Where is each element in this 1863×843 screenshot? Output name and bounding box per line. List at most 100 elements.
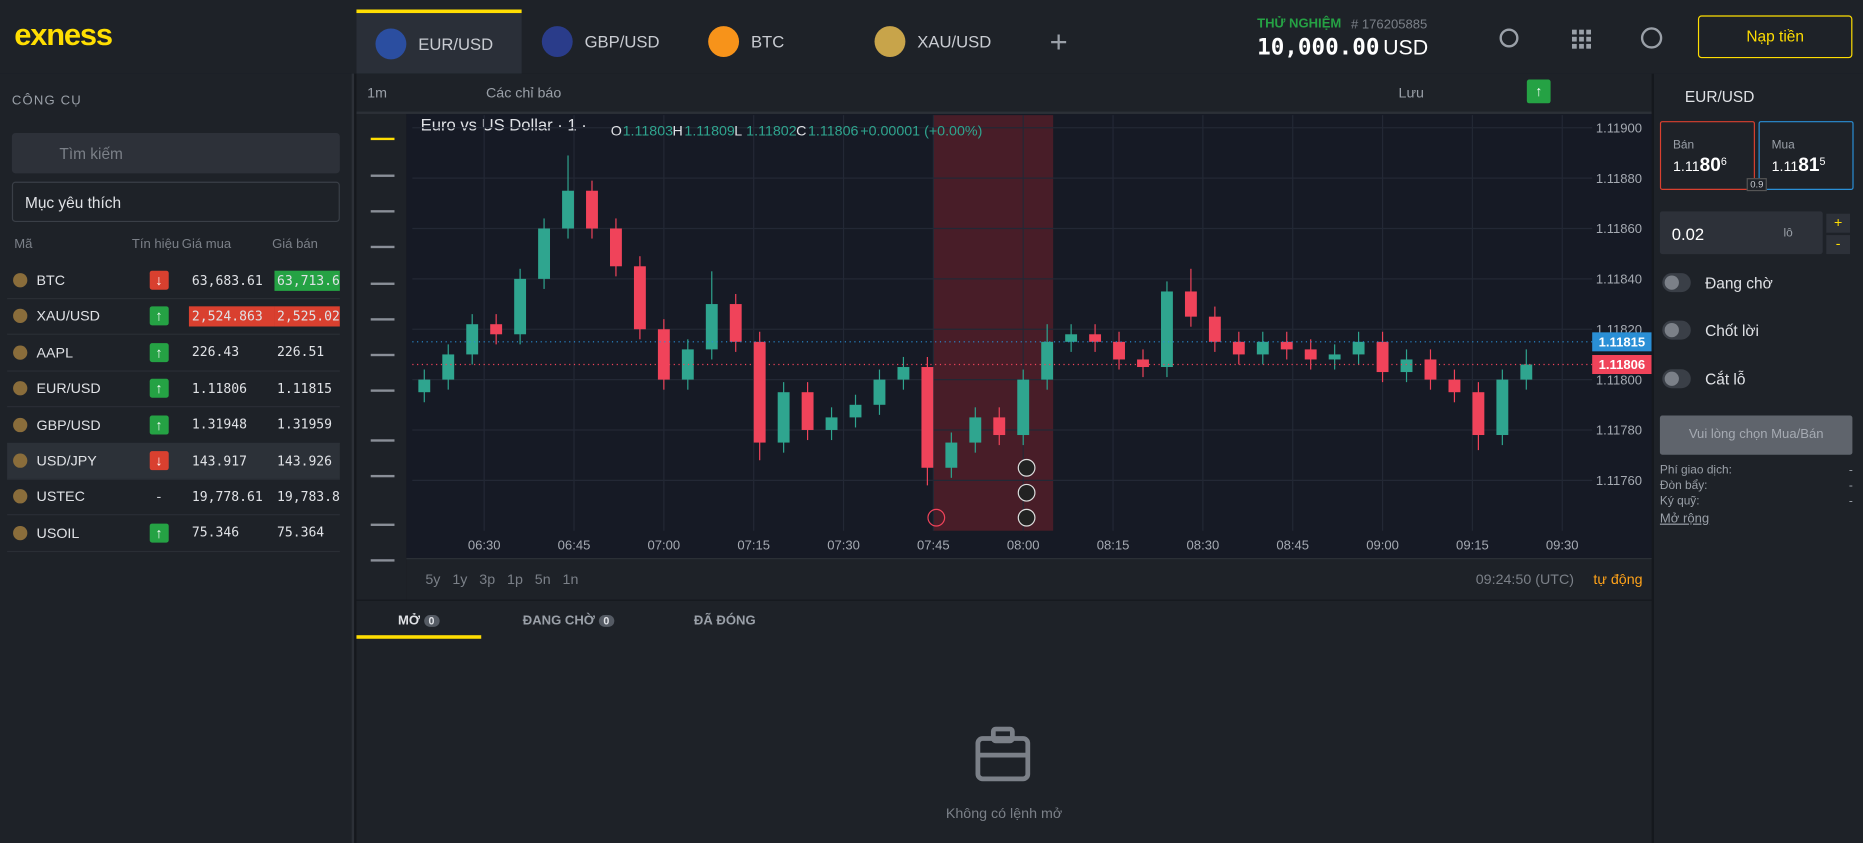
- tool-icon[interactable]: [370, 245, 395, 249]
- instrument-row[interactable]: USD/JPY ↓ 143.917 143.926: [7, 442, 340, 480]
- range-button[interactable]: 3p: [479, 571, 496, 588]
- profile-icon[interactable]: [1640, 27, 1663, 49]
- tool-icon[interactable]: [370, 439, 395, 442]
- info-label: Phí giao dịch:: [1659, 464, 1732, 478]
- list-select[interactable]: Mục yêu thích: [11, 181, 340, 223]
- search-box[interactable]: Tìm kiếm: [11, 132, 340, 174]
- candle-body: [1017, 379, 1030, 436]
- tool-icon[interactable]: [370, 353, 395, 357]
- tool-icon[interactable]: [370, 318, 395, 321]
- candle-body: [538, 228, 551, 279]
- change: +0.00001 (+0.00%): [860, 123, 982, 139]
- y-tick-label: 1.11780: [1596, 423, 1642, 438]
- buy-button[interactable]: Mua 1.11815: [1758, 121, 1854, 190]
- tool-icon[interactable]: [370, 210, 395, 213]
- sell-label: Bán: [1672, 138, 1695, 152]
- symbol-tab[interactable]: GBP/USD: [522, 9, 688, 74]
- event-icon: [927, 508, 946, 527]
- ask: 2,525.023: [274, 306, 340, 327]
- instrument-row[interactable]: USTEC - 19,778.61 19,783.87: [7, 479, 340, 516]
- ask: 19,783.87: [276, 489, 340, 505]
- tool-icon[interactable]: [370, 523, 395, 526]
- x-tick-label: 09:15: [1456, 538, 1489, 553]
- add-tab[interactable]: +: [1024, 9, 1094, 74]
- symbol: BTC: [36, 271, 66, 289]
- toggle-row[interactable]: Chốt lời: [1662, 320, 1759, 340]
- ohlc-value: 1.11806: [808, 123, 859, 139]
- range-button[interactable]: 1n: [562, 571, 579, 588]
- ask: 75.364: [276, 525, 325, 541]
- interval[interactable]: 1m: [367, 84, 387, 101]
- instrument-row[interactable]: BTC ↓ 63,683.61 63,713.60: [7, 262, 340, 300]
- place-order-button[interactable]: Vui lòng chọn Mua/Bán: [1659, 415, 1853, 455]
- candle-body: [633, 266, 646, 330]
- list-name: Mục yêu thích: [24, 193, 122, 212]
- candle-body: [849, 404, 862, 418]
- orders-tab[interactable]: MỞ 0: [398, 613, 440, 629]
- alarm-icon[interactable]: [1499, 28, 1519, 48]
- instrument-row[interactable]: USOIL ↑ 75.346 75.364: [7, 515, 340, 552]
- instrument-row[interactable]: GBP/USD ↑ 1.31948 1.31959: [7, 407, 340, 444]
- tool-icon[interactable]: [370, 137, 395, 141]
- range-button[interactable]: 1y: [452, 571, 468, 588]
- ask: 226.51: [276, 344, 325, 361]
- instrument-icon: [13, 345, 28, 360]
- range-button[interactable]: 5y: [425, 571, 441, 588]
- tool-icon[interactable]: [370, 559, 395, 562]
- save-button[interactable]: Lưu: [1398, 84, 1424, 101]
- currency[interactable]: USD: [1383, 35, 1429, 60]
- spread: 0.9: [1746, 178, 1768, 192]
- tool-icon[interactable]: [370, 282, 395, 285]
- tab-label: MỞ: [398, 613, 421, 629]
- instrument-row[interactable]: EUR/USD ↑ 1.11806 1.11815: [7, 371, 340, 408]
- symbol-tab[interactable]: EUR/USD: [356, 9, 522, 74]
- order-symbol: EUR/USD: [1684, 87, 1755, 106]
- y-tick-label: 1.11840: [1596, 272, 1642, 287]
- toggle-row[interactable]: Cắt lỗ: [1662, 369, 1745, 389]
- y-tick-label: 1.11800: [1596, 372, 1642, 387]
- logo[interactable]: exness: [14, 16, 113, 53]
- volume-input[interactable]: 0.02 lô: [1659, 211, 1823, 255]
- volume-plus[interactable]: +: [1826, 213, 1851, 233]
- orders-tab[interactable]: ĐANG CHỜ 0: [523, 614, 615, 628]
- candle-body: [1376, 341, 1389, 373]
- candle-body: [1472, 392, 1485, 436]
- chart-toolbar: [356, 73, 1652, 114]
- tool-icon[interactable]: [370, 389, 395, 392]
- info-value: -: [1848, 464, 1853, 478]
- deposit-button[interactable]: Nạp tiền: [1697, 15, 1853, 59]
- x-tick-label: 08:45: [1276, 538, 1309, 553]
- candle-body: [1089, 334, 1102, 342]
- orders-tab[interactable]: ĐÃ ĐÓNG: [694, 614, 756, 628]
- instrument-icon: [13, 453, 28, 468]
- auto-scale[interactable]: tự động: [1593, 571, 1643, 588]
- signal: ↑: [149, 415, 169, 435]
- indicators-button[interactable]: Các chỉ báo: [485, 84, 562, 101]
- candle-body: [466, 324, 479, 355]
- apps-icon[interactable]: [1571, 29, 1591, 49]
- balance: 10,000.00: [1257, 34, 1380, 61]
- tool-icon[interactable]: [370, 174, 395, 177]
- signal: ↑: [149, 378, 169, 398]
- bid: 75.346: [191, 525, 240, 541]
- symbol-tab[interactable]: BTC: [689, 9, 855, 74]
- toggle-row[interactable]: Đang chờ: [1662, 273, 1773, 293]
- toggle-label: Chốt lời: [1705, 321, 1759, 339]
- ohlc-label: H: [673, 123, 683, 139]
- ohlc-label: O: [611, 123, 622, 139]
- price-frac: 5: [1819, 155, 1826, 168]
- symbol-tab[interactable]: XAU/USD: [855, 9, 1021, 74]
- sell-button[interactable]: Bán 1.11806: [1659, 121, 1755, 190]
- volume-minus[interactable]: -: [1826, 235, 1851, 255]
- range-button[interactable]: 5n: [534, 571, 551, 588]
- ohlc-value: 1.11809: [684, 123, 735, 139]
- instrument-row[interactable]: AAPL ↑ 226.43 226.51: [7, 335, 340, 372]
- trade-button[interactable]: ↑: [1526, 79, 1551, 104]
- tool-icon[interactable]: [370, 474, 395, 478]
- range-button[interactable]: 1p: [507, 571, 523, 588]
- event-icon: [1017, 458, 1036, 477]
- instrument-icon: [13, 381, 28, 396]
- expand-link[interactable]: Mở rộng: [1659, 511, 1710, 526]
